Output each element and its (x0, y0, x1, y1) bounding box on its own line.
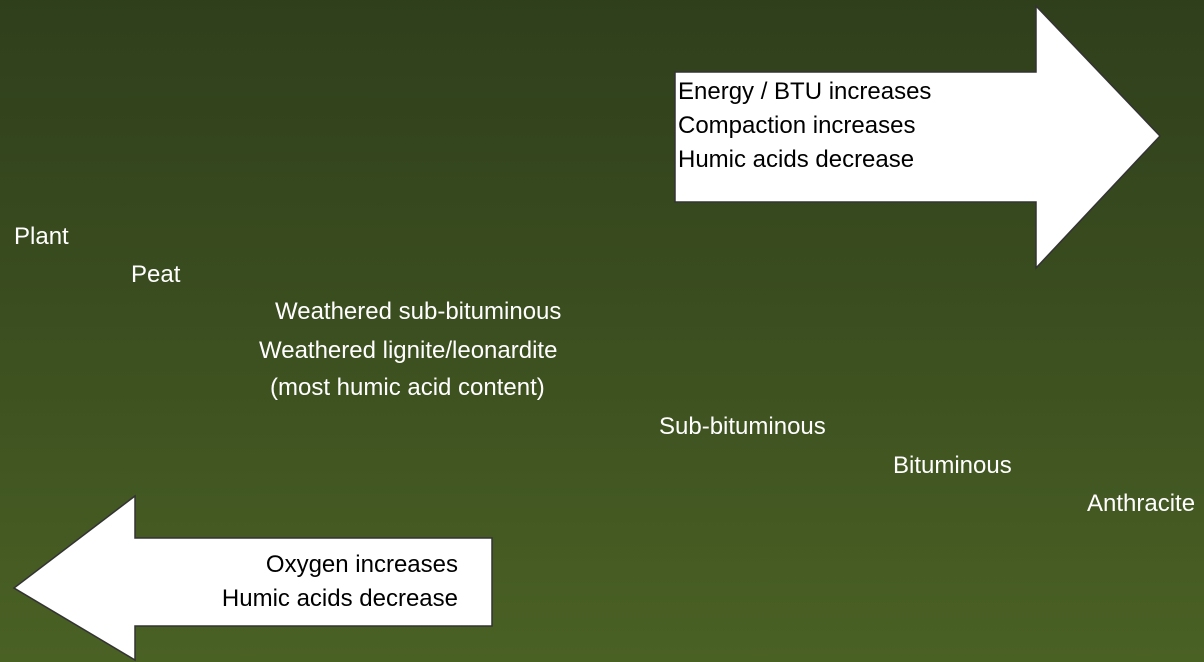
left-arrow (12, 494, 493, 662)
stage-label: Bituminous (893, 452, 1012, 479)
arrow-line: Humic acids decrease (678, 146, 915, 173)
left-arrow-text: Oxygen increases Humic acids decrease (222, 548, 458, 616)
stage-label: (most humic acid content) (270, 374, 545, 401)
stage-label: Weathered sub-bituminous (275, 298, 562, 325)
arrow-line: Oxygen increases (265, 551, 458, 578)
arrow-line: Compaction increases (678, 112, 916, 139)
arrow-line: Energy / BTU increases (678, 78, 932, 105)
stage-label: Peat (131, 261, 181, 288)
stage-label: Anthracite (1087, 490, 1196, 517)
arrow-line: Humic acids decrease (221, 585, 458, 612)
right-arrow-text: Energy / BTU increases Compaction increa… (678, 75, 931, 177)
stage-label: Plant (14, 223, 69, 250)
stage-label: Sub-bituminous (659, 413, 826, 440)
right-arrow (674, 4, 1162, 270)
stage-label: Weathered lignite/leonardite (259, 337, 558, 364)
